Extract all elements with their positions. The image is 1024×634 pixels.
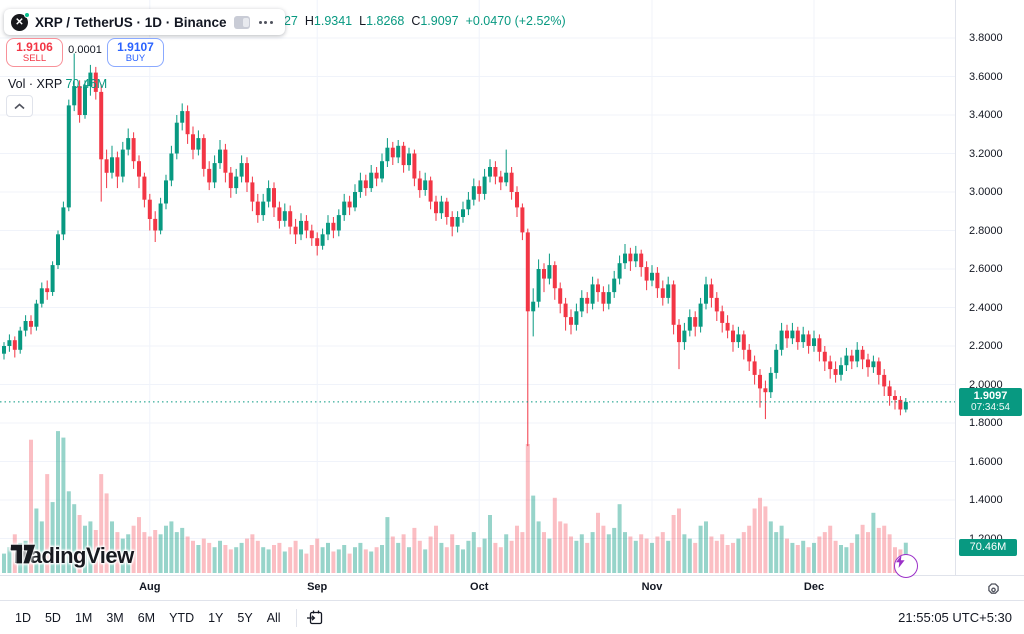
- price-axis-label: 2.0000: [969, 378, 1003, 391]
- volume-value: 70.46M: [65, 77, 108, 91]
- xrp-logo-icon: ✕: [11, 11, 30, 31]
- change-value: +0.0470 (+2.52%): [465, 14, 566, 28]
- price-axis[interactable]: 3.8000 3.6000 3.4000 3.2000 3.0000 2.8000 2.60…: [955, 0, 1024, 575]
- boost-lightning-button[interactable]: [894, 554, 918, 578]
- price-axis-label: 3.0000: [969, 186, 1003, 198]
- source-ghost-icon: [233, 15, 250, 29]
- chart-pane[interactable]: TradingView: [0, 0, 955, 578]
- time-axis[interactable]: Aug Sep Oct Nov Dec: [0, 575, 1024, 600]
- candlestick-chart[interactable]: [0, 0, 955, 575]
- price-axis-label: 3.2000: [969, 147, 1003, 160]
- volume-label: Vol · XRP: [8, 77, 62, 91]
- lightning-icon: [896, 555, 905, 568]
- range-button-5y[interactable]: 5Y: [230, 608, 259, 628]
- price-axis-label: 3.4000: [969, 109, 1003, 121]
- buy-price: 1.9107: [117, 39, 154, 54]
- current-price-badge: 1.9097 07:34:54: [959, 387, 1022, 416]
- month-label-oct: Oct: [470, 581, 489, 593]
- range-button-3m[interactable]: 3M: [99, 608, 130, 628]
- price-axis-label: 2.4000: [969, 301, 1003, 314]
- high-value: H1.9341: [304, 14, 353, 28]
- bottom-toolbar: 1D 5D 1M 3M 6M YTD 1Y 5Y All 21:55:05 UTC+5:30: [0, 600, 1024, 634]
- current-price: 1.9097: [973, 389, 1008, 402]
- ohlc-values-row: 627 H1.9341 L1.8268 C1.9097 +0.0470 (+2.…: [277, 14, 566, 28]
- toolbar-divider: [295, 608, 297, 627]
- price-axis-label: 1.6000: [969, 455, 1003, 468]
- month-label-sep: Sep: [307, 581, 328, 593]
- price-axis-label: 2.8000: [969, 224, 1003, 237]
- price-axis-label: 1.8000: [969, 417, 1003, 429]
- symbol-title[interactable]: XRP / TetherUS · 1D · Binance: [35, 14, 227, 30]
- price-axis-label: 2.2000: [969, 340, 1003, 352]
- range-button-ytd[interactable]: YTD: [162, 608, 201, 628]
- range-button-5d[interactable]: 5D: [38, 608, 68, 628]
- range-button-1m[interactable]: 1M: [68, 608, 99, 628]
- go-to-date-button[interactable]: [305, 607, 327, 629]
- axis-settings-gear-icon[interactable]: [985, 580, 1002, 597]
- trade-panel: 1.9106 SELL 0.0001 1.9107 BUY: [6, 38, 164, 67]
- sell-price: 1.9106: [16, 39, 53, 54]
- range-button-1d[interactable]: 1D: [8, 608, 38, 628]
- price-axis-label: 1.4000: [969, 494, 1003, 506]
- buy-button[interactable]: 1.9107 BUY: [107, 38, 164, 67]
- more-options-icon[interactable]: [257, 19, 275, 26]
- month-label-nov: Nov: [641, 581, 663, 593]
- close-value: C1.9097: [411, 14, 459, 28]
- month-label-dec: Dec: [803, 581, 825, 593]
- range-button-6m[interactable]: 6M: [131, 608, 162, 628]
- bar-countdown: 07:34:54: [971, 401, 1010, 413]
- price-axis-label: 3.6000: [969, 70, 1003, 83]
- buy-label: BUY: [125, 52, 146, 64]
- month-label-aug: Aug: [139, 581, 161, 593]
- price-axis-label: 3.8000: [969, 32, 1003, 44]
- sell-button[interactable]: 1.9106 SELL: [6, 38, 63, 67]
- chevron-up-icon: [14, 102, 25, 109]
- collapse-panel-button[interactable]: [6, 95, 33, 117]
- range-button-1y[interactable]: 1Y: [201, 608, 230, 628]
- spread-value: 0.0001: [68, 44, 102, 56]
- low-value: L1.8268: [359, 14, 405, 28]
- symbol-header-pill[interactable]: ✕ XRP / TetherUS · 1D · Binance: [4, 9, 285, 35]
- price-axis-label: 2.6000: [969, 263, 1003, 275]
- sell-label: SELL: [22, 52, 47, 64]
- volume-legend-row[interactable]: Vol · XRP 70.46M: [8, 77, 107, 91]
- clock-timezone[interactable]: 21:55:05 UTC+5:30: [898, 610, 1012, 625]
- range-button-all[interactable]: All: [260, 608, 288, 628]
- current-volume-badge: 70.46M: [959, 538, 1017, 556]
